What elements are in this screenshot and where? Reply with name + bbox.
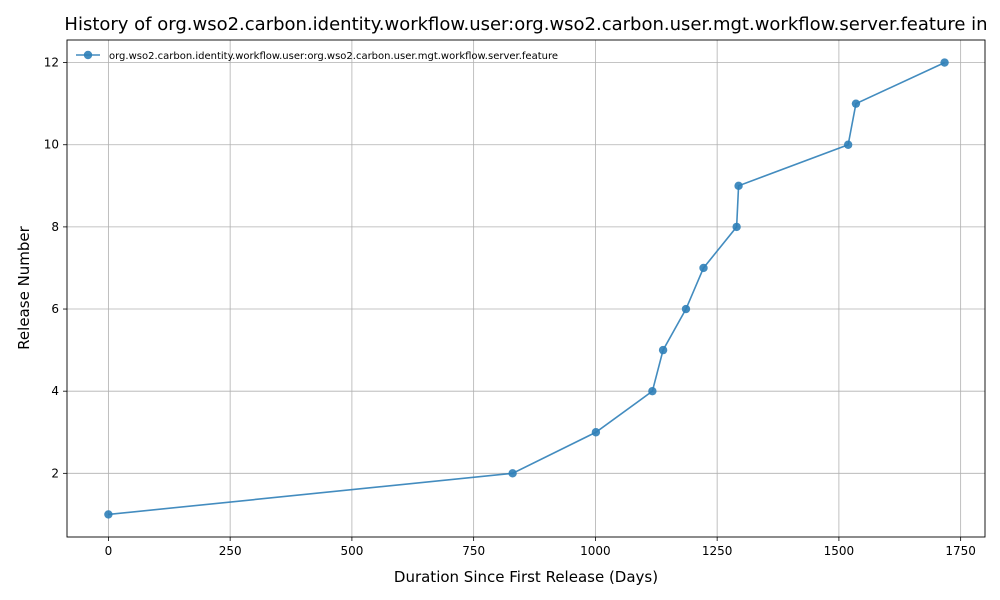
y-tick-label: 12: [44, 56, 59, 70]
legend-label: org.wso2.carbon.identity.workflow.user:o…: [109, 51, 558, 62]
data-point: [508, 469, 517, 478]
data-point: [732, 222, 741, 232]
x-tick-label: 0: [105, 544, 113, 558]
data-point: [591, 428, 601, 437]
y-tick-label: 6: [51, 302, 59, 316]
ticks: 0 250 500 750 1000 1250 1500 1750 2 4 6 8 10 12: [44, 56, 976, 558]
data-point: [851, 99, 861, 108]
data-point: [658, 345, 668, 355]
x-tick-label: 750: [462, 544, 485, 558]
data-point: [734, 181, 743, 191]
data-point: [699, 263, 708, 273]
x-tick-label: 1000: [580, 544, 611, 558]
grid: [67, 40, 985, 537]
plot-frame: [66, 39, 986, 538]
data-point: [940, 58, 949, 67]
x-tick-label: 1500: [824, 544, 855, 558]
y-axis-label: Release Number: [15, 225, 33, 349]
plot-area: [67, 40, 985, 537]
y-tick-label: 8: [51, 220, 59, 234]
x-tick-label: 1750: [945, 544, 976, 558]
legend-marker: [83, 50, 93, 60]
data-point: [104, 510, 113, 519]
series-layer: [104, 58, 949, 519]
x-tick-label: 500: [340, 544, 363, 558]
x-axis-label: Duration Since First Release (Days): [394, 568, 658, 586]
y-tick-label: 10: [44, 138, 59, 152]
data-point: [681, 304, 691, 314]
x-tick-label: 1250: [702, 544, 733, 558]
x-tick-label: 250: [219, 544, 242, 558]
y-tick-label: 2: [51, 466, 59, 480]
data-point: [648, 386, 657, 396]
series-line: [108, 61, 945, 516]
y-tick-label: 4: [51, 384, 59, 398]
chart-title: History of org.wso2.carbon.identity.work…: [64, 14, 987, 35]
data-point: [843, 140, 853, 149]
legend: org.wso2.carbon.identity.workflow.user:o…: [76, 50, 558, 62]
